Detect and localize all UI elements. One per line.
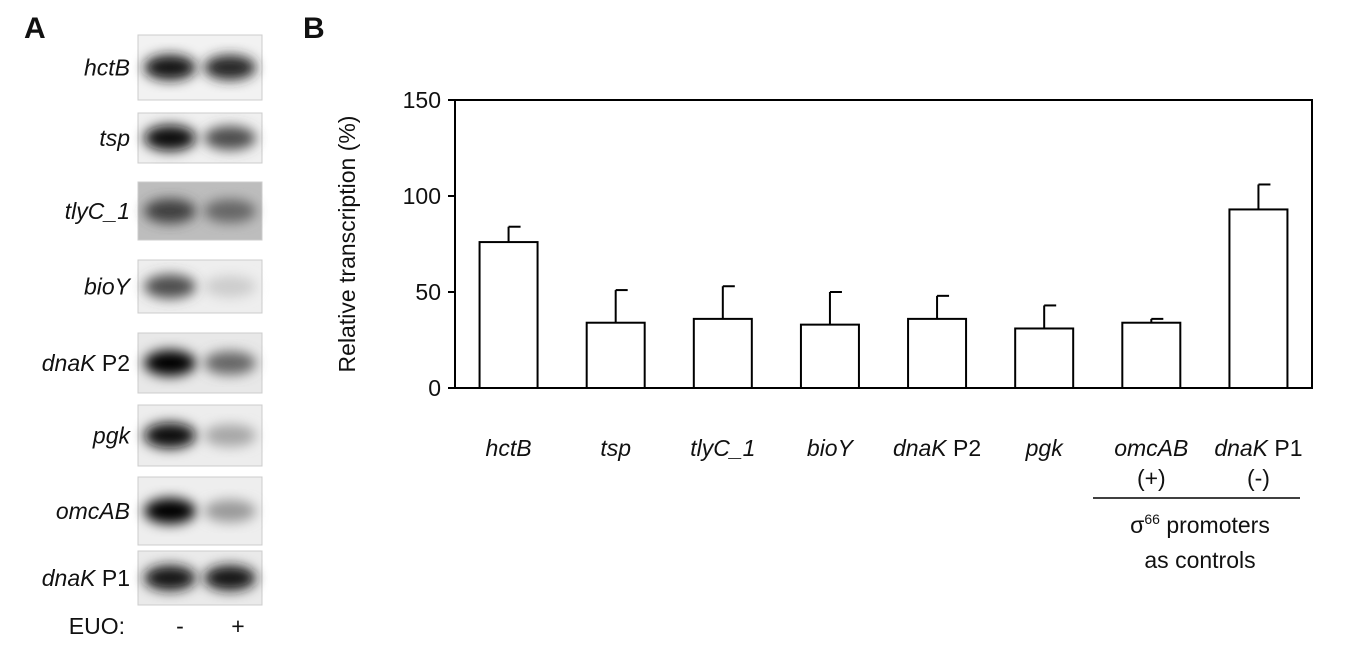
bar	[694, 319, 752, 388]
bar	[908, 319, 966, 388]
gel-band	[144, 350, 196, 376]
y-tick-label: 50	[415, 279, 441, 305]
figure: A B σ66 promoters as controls EUO: - + h…	[0, 0, 1345, 644]
euo-label: EUO:	[69, 613, 125, 639]
x-tick-label: tsp	[600, 435, 631, 461]
gene-label: hctB	[84, 55, 130, 81]
gel-band	[204, 126, 256, 150]
gene-name: tlyC_1	[690, 435, 755, 461]
gel-band	[204, 500, 256, 522]
gene-name: pgk	[1025, 435, 1065, 461]
gel-band	[144, 565, 196, 590]
y-tick-label: 150	[403, 87, 441, 113]
gene-suffix: P1	[95, 565, 130, 591]
gene-name: tlyC_1	[65, 198, 130, 224]
x-tick-label: pgk	[1025, 435, 1065, 461]
gene-name: tsp	[600, 435, 631, 461]
x-tick-label: dnaK P1	[1214, 435, 1302, 461]
gel-band	[204, 199, 256, 223]
gene-label: pgk	[92, 423, 132, 449]
gene-name: hctB	[84, 55, 130, 81]
gene-name: dnaK	[42, 350, 97, 376]
bar	[480, 242, 538, 388]
gene-label: tlyC_1	[65, 198, 130, 224]
gel-band	[204, 424, 256, 446]
panel-label: A	[24, 12, 46, 45]
control-note: as controls	[1144, 547, 1255, 573]
gel-band	[144, 423, 196, 449]
lane-label: +	[231, 613, 244, 639]
lane-label: -	[176, 613, 184, 639]
superscript: 66	[1144, 511, 1160, 527]
x-tick-label: tlyC_1	[690, 435, 755, 461]
gel-band	[144, 274, 196, 298]
sigma: σ	[1130, 512, 1144, 538]
note-text: promoters	[1166, 512, 1270, 538]
x-tick-label: bioY	[807, 435, 855, 461]
gel-band	[144, 199, 196, 224]
gene-label: dnaK P2	[42, 350, 130, 376]
panel-label: B	[303, 12, 325, 45]
bar	[1122, 323, 1180, 388]
control-note: σ66 promoters	[1130, 511, 1270, 538]
x-tick-label: hctB	[486, 435, 532, 461]
gene-label: bioY	[84, 274, 132, 300]
bar	[587, 323, 645, 388]
gene-name: dnaK	[893, 435, 948, 461]
x-tick-label: dnaK P2	[893, 435, 981, 461]
bar	[1229, 209, 1287, 388]
gene-name: bioY	[84, 274, 132, 300]
gene-name: pgk	[92, 423, 132, 449]
plot-frame	[455, 100, 1312, 388]
x-tick-label: omcAB	[1114, 435, 1188, 461]
gel-band	[144, 125, 196, 151]
control-sign: (+)	[1137, 465, 1166, 491]
gene-name: dnaK	[42, 565, 97, 591]
y-tick-label: 100	[403, 183, 441, 209]
gene-suffix: P2	[947, 435, 982, 461]
gene-label: omcAB	[56, 498, 130, 524]
gene-name: dnaK	[1214, 435, 1269, 461]
bar	[1015, 328, 1073, 388]
y-axis-label: Relative transcription (%)	[334, 116, 360, 373]
gel-band	[144, 55, 196, 80]
bar	[801, 325, 859, 388]
gene-suffix: P1	[1268, 435, 1303, 461]
gene-label: dnaK P1	[42, 565, 130, 591]
gel-band	[204, 276, 256, 297]
gene-name: hctB	[486, 435, 532, 461]
gene-name: tsp	[99, 125, 130, 151]
y-tick-label: 0	[428, 375, 441, 401]
gene-name: bioY	[807, 435, 855, 461]
gene-name: omcAB	[56, 498, 130, 524]
gene-suffix: P2	[95, 350, 130, 376]
gel-band	[204, 55, 256, 80]
gene-label: tsp	[99, 125, 130, 151]
gel-band	[204, 565, 256, 590]
control-sign: (-)	[1247, 465, 1270, 491]
gel-band	[144, 498, 196, 524]
gene-name: omcAB	[1114, 435, 1188, 461]
gel-band	[204, 351, 256, 375]
